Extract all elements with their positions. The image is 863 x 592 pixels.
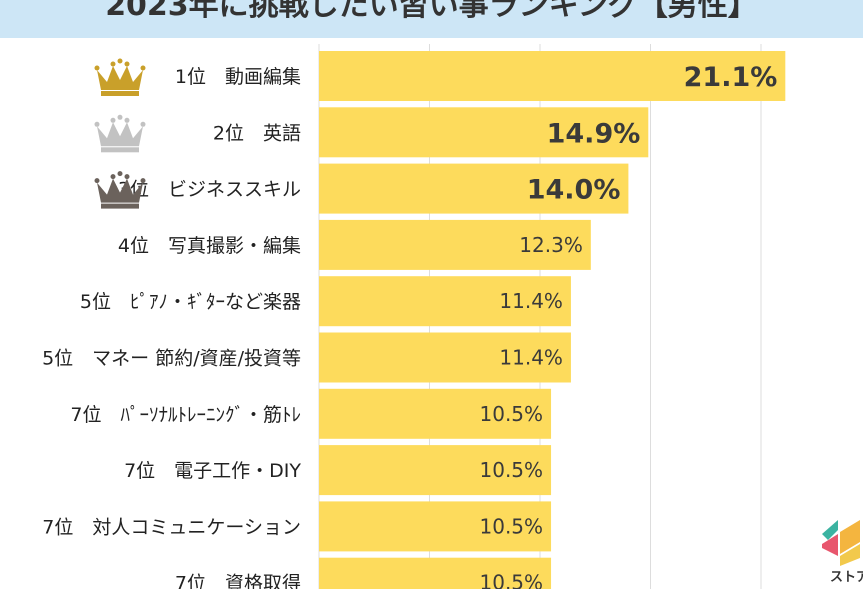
category-label: 5位 ﾋﾟｱﾉ・ｷﾞﾀｰなど楽器 — [80, 291, 301, 313]
chart-title: 2023年に挑戦したい習い事ランキング【男性】 — [105, 0, 758, 23]
crown-gold-icon — [94, 58, 146, 96]
data-label: 21.1% — [684, 62, 778, 93]
data-label: 11.4% — [499, 346, 563, 370]
bar — [319, 163, 629, 214]
bar — [319, 557, 552, 589]
category-label: 1位 動画編集 — [175, 66, 301, 88]
category-label: 7位 電子工作・DIY — [124, 460, 301, 482]
category-label: 5位 マネー 節約/資産/投資等 — [42, 348, 301, 370]
data-label: 14.9% — [547, 118, 641, 149]
bar — [319, 107, 649, 158]
category-label: 7位 ﾊﾟｰｿﾅﾙﾄﾚｰﾆﾝｸﾞ・筋ﾄﾚ — [70, 404, 301, 426]
bar — [319, 501, 552, 552]
logo-text: ストア — [830, 570, 863, 585]
bar — [319, 51, 786, 101]
crown-bronze-icon — [94, 171, 146, 209]
title-bar: 2023年に挑戦したい習い事ランキング【男性】 — [0, 0, 863, 38]
category-label: 7位 資格取得 — [175, 573, 301, 589]
logo-icon — [822, 520, 860, 566]
category-label: 2位 英語 — [213, 122, 301, 144]
data-label: 10.5% — [480, 514, 544, 538]
data-label: 12.3% — [519, 233, 583, 257]
bar — [319, 445, 552, 496]
bar — [319, 388, 552, 439]
category-label: 3位 ビジネススキル — [118, 179, 301, 201]
bar — [319, 219, 591, 270]
category-label: 4位 写真撮影・編集 — [118, 235, 301, 257]
category-label: 7位 対人コミュニケーション — [42, 516, 301, 538]
data-label: 10.5% — [480, 571, 544, 589]
bar — [319, 332, 571, 383]
data-label: 14.0% — [527, 175, 621, 206]
data-label: 10.5% — [480, 402, 544, 426]
data-label: 11.4% — [499, 289, 563, 313]
crown-silver-icon — [94, 114, 146, 153]
data-label: 10.5% — [480, 458, 544, 482]
bar — [319, 276, 571, 327]
